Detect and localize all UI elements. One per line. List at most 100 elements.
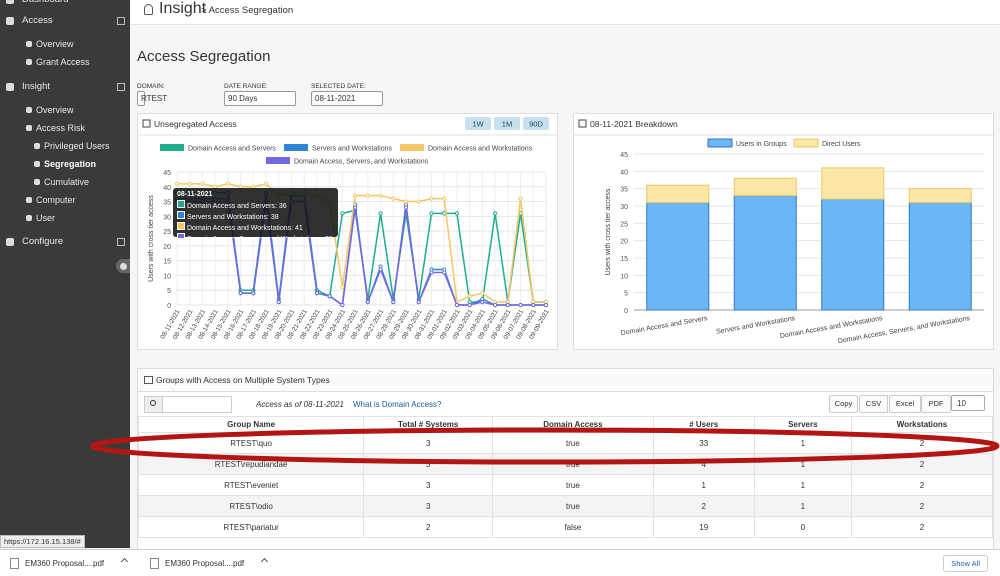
- table-cell: 2: [850, 516, 993, 538]
- point: [353, 205, 358, 210]
- download-menu[interactable]: [260, 557, 269, 566]
- point: [480, 299, 485, 305]
- sidebar-icon: [26, 41, 32, 47]
- table-row: RTEST\pariatur 2 false 19 0 2: [138, 516, 993, 538]
- export-button[interactable]: Copy: [829, 395, 858, 413]
- legend-swatch: [707, 138, 733, 148]
- table-cell: 19: [652, 516, 755, 538]
- point: [493, 211, 498, 216]
- y-tick-label: 45: [620, 152, 628, 159]
- help-link[interactable]: What is Domain Access?: [353, 400, 442, 409]
- show-all-button[interactable]: Show All: [943, 555, 988, 572]
- search-input[interactable]: [162, 396, 232, 413]
- header-row: Group Name Total # Systems Domain Access # …: [138, 416, 993, 433]
- breadcrumb[interactable]: > Access Segregation: [201, 5, 294, 16]
- column-header[interactable]: Servers: [753, 416, 852, 433]
- table-cell: 4: [652, 453, 755, 475]
- sidebar-icon: [6, 238, 14, 246]
- y-tick-label: 35: [620, 187, 628, 194]
- point: [493, 302, 498, 308]
- range-button-label[interactable]: 1M: [502, 120, 512, 129]
- sidebar-icon: [34, 179, 40, 185]
- bar-chart-panel: 0 5 10 15 20 25 30 35 40 45 Users with cross tier …: [573, 113, 994, 350]
- export-button[interactable]: Excel: [889, 395, 921, 413]
- tooltip-value: 41: [295, 225, 303, 232]
- point: [531, 302, 536, 308]
- sidebar-item[interactable]: Access Risk: [36, 123, 86, 133]
- table-panel: Groups with Access on Multiple System Ty…: [137, 368, 994, 550]
- page-size-select[interactable]: 10: [951, 395, 985, 411]
- column-header[interactable]: Total # Systems: [363, 416, 494, 433]
- sidebar-item[interactable]: Insight: [22, 81, 50, 92]
- range-button-label[interactable]: 1W: [472, 120, 484, 129]
- point: [353, 193, 358, 198]
- point: [263, 181, 269, 186]
- page-title: Access Segregation: [137, 48, 271, 65]
- table-cell: true: [492, 474, 654, 496]
- sidebar-item[interactable]: Overview: [36, 39, 74, 49]
- sidebar-item[interactable]: Privileged Users: [44, 141, 110, 151]
- y-tick-label: 40: [620, 169, 628, 176]
- sidebar-item[interactable]: Cumulative: [44, 177, 90, 187]
- sidebar-item[interactable]: Grant Access: [36, 57, 90, 67]
- table-cell: 1: [753, 432, 852, 454]
- bar-segment: [646, 202, 710, 311]
- sidebar-item[interactable]: Access: [22, 15, 53, 26]
- table-title: Groups with Access on Multiple System Ty…: [156, 375, 330, 385]
- sidebar-item[interactable]: Computer: [36, 195, 76, 205]
- tooltip-row: Domain Access and Workstations41: [177, 222, 334, 233]
- point: [378, 211, 383, 216]
- column-header[interactable]: Group Name: [138, 416, 365, 433]
- table-cell: 1: [753, 495, 852, 517]
- title-icon: [578, 119, 587, 128]
- filter-label: DOMAIN:: [137, 83, 165, 90]
- download-file[interactable]: EM360 Proposal....pdf: [25, 559, 105, 568]
- sidebar-item[interactable]: Configure: [22, 236, 64, 247]
- filter-select[interactable]: RTEST: [137, 91, 167, 106]
- sidebar: Dashboard Access Overview Grant Access Insig…: [0, 0, 130, 548]
- sidebar-icon: [34, 143, 40, 149]
- range-button[interactable]: [523, 117, 549, 130]
- filter-select[interactable]: 08-11-2021: [311, 91, 383, 106]
- point: [429, 211, 434, 216]
- point: [403, 199, 409, 204]
- point: [251, 291, 256, 296]
- legend-swatch: [266, 157, 290, 164]
- filter-label: SELECTED DATE:: [311, 83, 366, 90]
- table-cell: 1: [652, 474, 755, 496]
- table-row: RTEST\eveniet 3 true 1 1 2: [138, 474, 993, 496]
- export-button[interactable]: CSV: [859, 395, 888, 413]
- legend-label: Domain Access, Servers, and Workstations: [294, 159, 429, 166]
- sidebar-item[interactable]: Dashboard: [22, 0, 68, 5]
- sidebar-item[interactable]: Segregation: [44, 159, 97, 169]
- table-cell: 3: [363, 474, 494, 496]
- sidebar-item[interactable]: User: [36, 213, 56, 223]
- download-menu[interactable]: [120, 557, 129, 566]
- column-header[interactable]: Workstations: [850, 416, 993, 433]
- download-file[interactable]: EM360 Proposal....pdf: [165, 559, 245, 568]
- point: [467, 294, 472, 299]
- tooltip-name: Domain Access and Servers: [187, 203, 279, 210]
- filter-select[interactable]: 90 Days: [224, 91, 296, 106]
- y-tick-label: 5: [167, 288, 171, 295]
- range-button[interactable]: [465, 117, 491, 130]
- export-button[interactable]: PDF: [921, 395, 951, 413]
- sidebar-item[interactable]: Overview: [36, 105, 74, 115]
- tooltip-value: 36: [278, 203, 287, 210]
- line-chart: 0 5 10 15 20 25 30 35 40 45 Users with cross tier …: [138, 117, 557, 341]
- range-button[interactable]: [494, 117, 520, 130]
- point: [378, 193, 383, 198]
- column-header[interactable]: # Users: [652, 416, 755, 433]
- legend-label: Users in Groups: [736, 141, 787, 148]
- tooltip-name: Domain Access, Servers, and Workstations: [187, 236, 325, 238]
- column-header[interactable]: Domain Access: [492, 416, 654, 433]
- table-cell: RTEST\eveniet: [138, 474, 365, 496]
- legend-label: Domain Access and Servers: [188, 146, 276, 153]
- point: [467, 302, 472, 308]
- download-icon: [10, 558, 19, 569]
- bar-segment: [733, 195, 797, 311]
- range-button-label[interactable]: 90D: [529, 120, 543, 129]
- point: [340, 302, 345, 308]
- tooltip-title: 08-11-2021: [177, 191, 213, 198]
- point: [518, 302, 523, 308]
